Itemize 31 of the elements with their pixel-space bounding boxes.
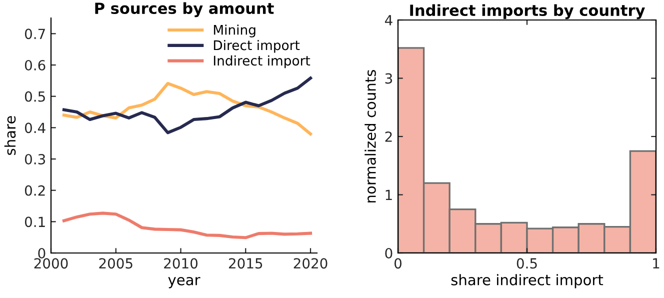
chart-title: Indirect imports by country [410, 4, 645, 20]
y-tick-label: 1 [386, 190, 392, 200]
x-tick-label: 2005 [99, 258, 132, 269]
x-tick-label: 2000 [34, 258, 68, 269]
chart-title: P sources by amount [95, 2, 274, 18]
legend-label: Indirect import [214, 55, 310, 68]
y-tick-label: 0.7 [24, 28, 45, 40]
y-axis-title: normalized counts [364, 70, 376, 202]
y-tick-label: 0.1 [24, 216, 45, 228]
legend-label: Mining [214, 24, 256, 38]
x-tick-label: 2015 [228, 258, 262, 269]
y-tick-label: 0.5 [24, 91, 45, 102]
x-axis-title: year [168, 276, 200, 288]
legend-label: Direct import [214, 40, 300, 53]
y-tick-label: 3 [385, 73, 392, 84]
y-tick-label: 2 [385, 131, 392, 142]
x-tick-label: 1 [653, 258, 660, 268]
x-tick-label: 2010 [164, 258, 198, 269]
x-tick-label: 2020 [294, 258, 328, 269]
y-tick-label: 0.3 [24, 154, 46, 164]
y-tick-label: 0.2 [24, 185, 45, 196]
y-tick-label: 0 [385, 248, 392, 258]
y-axis-title: share [4, 116, 16, 155]
y-tick-label: 0.6 [24, 60, 46, 70]
line-series [62, 212, 312, 240]
x-tick-label: 0 [394, 258, 402, 269]
y-tick-label: 0.4 [24, 122, 46, 134]
y-tick-label: 4 [384, 15, 392, 26]
y-tick-label: 0 [38, 248, 46, 258]
x-tick-label: 0.5 [516, 258, 537, 269]
x-axis-title: share indirect import [451, 274, 604, 288]
